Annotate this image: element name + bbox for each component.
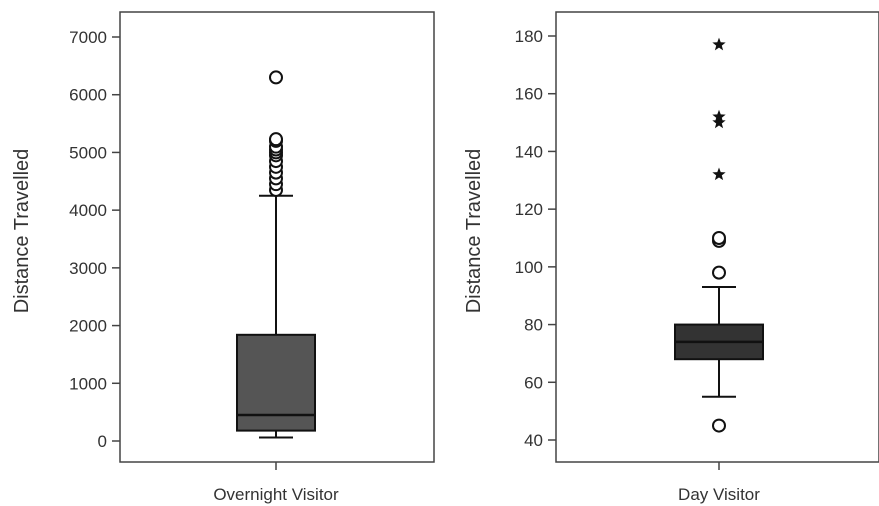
plot-frame [555, 11, 879, 463]
y-tick-label: 7000 [69, 28, 107, 47]
y-tick-label: 80 [524, 316, 543, 335]
y-tick-label: 3000 [69, 259, 107, 278]
plot-frame [119, 11, 435, 463]
outlier-point [712, 231, 726, 245]
outlier-point [269, 132, 283, 147]
y-tick-label: 120 [515, 200, 543, 219]
y-tick-label: 60 [524, 373, 543, 392]
extreme-point [712, 37, 726, 51]
y-tick-label: 180 [515, 27, 543, 46]
x-category-label: Day Visitor [678, 485, 760, 504]
y-tick-label: 140 [515, 142, 543, 161]
y-tick-label: 2000 [69, 317, 107, 336]
extreme-point [712, 109, 726, 123]
x-category-label: Overnight Visitor [213, 485, 339, 504]
y-tick-label: 1000 [69, 374, 107, 393]
y-tick-label: 5000 [69, 143, 107, 162]
y-tick-label: 160 [515, 85, 543, 104]
outlier-point [269, 70, 283, 85]
y-tick-label: 40 [524, 431, 543, 450]
y-tick-label: 100 [515, 258, 543, 277]
y-tick-label: 0 [98, 432, 107, 451]
y-axis-title: Distance Travelled [11, 149, 33, 314]
y-tick-label: 6000 [69, 86, 107, 105]
outlier-point [712, 418, 726, 433]
y-tick-label: 4000 [69, 201, 107, 220]
extreme-point [712, 115, 726, 129]
outlier-point [712, 265, 726, 280]
extreme-point [712, 167, 726, 181]
panel-overnight-visitor: 0 1000 2000 3000 4000 5000 6000 7000 Distance Tr… [11, 11, 435, 504]
panel-day-visitor: 40 60 80 100 120 140 160 180 Distance Travelled D… [463, 11, 879, 504]
y-axis-title: Distance Travelled [463, 149, 485, 314]
